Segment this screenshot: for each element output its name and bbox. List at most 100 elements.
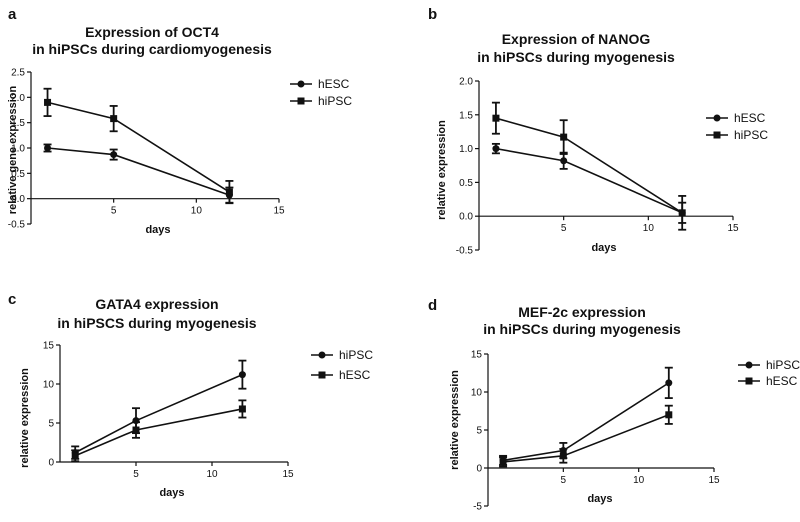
x-tick-label: 5 [561, 475, 567, 486]
panel-label-c: c [8, 291, 16, 308]
legend-item: hiPSC [311, 348, 373, 362]
legend: hESC hiPSC [290, 77, 352, 108]
y-tick-label: -0.5 [8, 220, 26, 231]
legend-item: hiPSC [738, 358, 800, 372]
panel-d: d MEF-2c expression in hiPSCs during myo… [428, 297, 800, 513]
series-hESC [491, 142, 687, 224]
y-tick-label: 1.0 [11, 144, 25, 155]
x-tick-label: 10 [191, 206, 203, 217]
x-tick-label: 10 [643, 223, 655, 234]
y-tick-label: -5 [473, 502, 482, 513]
circle-marker [713, 114, 721, 122]
legend-label: hiPSC [318, 94, 352, 108]
legend-item: hESC [738, 374, 798, 388]
chart-title-line2: in hiPSCs during cardiomyogenesis [32, 41, 272, 57]
y-tick-label: 0.0 [459, 212, 473, 223]
x-axis-label: days [145, 224, 170, 236]
y-tick-label: 1.5 [11, 118, 25, 129]
legend-label: hiPSC [766, 358, 800, 372]
x-tick-label: 5 [111, 206, 117, 217]
x-tick-label: 15 [273, 206, 285, 217]
circle-marker [44, 144, 52, 152]
panel-label-a: a [8, 6, 17, 23]
plot-area: -0.5 0.0 0.5 1.0 1.5 2.0 5 10 15 [456, 77, 739, 257]
series-hiPSC [491, 101, 687, 231]
square-marker [492, 114, 500, 122]
series-line [47, 101, 230, 193]
x-tick-label: 10 [206, 469, 218, 480]
y-tick-label: 0.5 [459, 178, 473, 189]
panel-b: b Expression of NANOG in hiPSCs during m… [428, 6, 768, 257]
legend: hESC hiPSC [706, 111, 768, 142]
square-marker [559, 452, 567, 460]
legend-label: hESC [318, 77, 350, 91]
x-tick-label: 15 [708, 475, 720, 486]
series-line [47, 147, 230, 196]
plot-area: 0 5 10 15 5 10 15 [43, 341, 294, 481]
legend-label: hiPSC [339, 348, 373, 362]
circle-marker [665, 379, 673, 387]
series-line [502, 382, 670, 462]
chart-title-line2: in hiPSCs during myogenesis [477, 49, 675, 65]
chart-title-line1: MEF-2c expression [518, 304, 646, 320]
x-axis-label: days [587, 493, 612, 505]
series-hESC [499, 404, 673, 468]
y-tick-label: 0.0 [11, 194, 25, 205]
square-marker [225, 188, 233, 196]
legend-item: hiPSC [706, 128, 768, 142]
circle-marker [745, 361, 753, 369]
square-marker [110, 115, 118, 123]
legend-item: hESC [290, 77, 350, 91]
x-tick-label: 15 [282, 469, 294, 480]
square-marker [318, 371, 326, 379]
y-tick-label: -0.5 [456, 246, 474, 257]
y-axis-label: relative expression [449, 370, 461, 470]
chart-title-line1: Expression of NANOG [502, 31, 651, 47]
circle-marker [318, 351, 326, 359]
y-axis-label: relative gene expression [7, 86, 19, 215]
y-tick-label: 0 [48, 458, 54, 469]
y-tick-label: 15 [43, 341, 55, 352]
y-tick-label: 10 [471, 388, 483, 399]
legend: hiPSC hESC [311, 348, 373, 382]
circle-marker [238, 371, 246, 379]
series-line [495, 147, 683, 214]
series-hiPSC [43, 87, 234, 205]
circle-marker [297, 80, 305, 88]
series-hESC [71, 399, 247, 463]
y-axis-label: relative expression [436, 120, 448, 220]
series-hESC [43, 143, 234, 204]
series-line [502, 414, 670, 463]
x-tick-label: 5 [561, 223, 567, 234]
y-tick-label: 5 [476, 426, 482, 437]
square-marker [678, 209, 686, 217]
series-hiPSC [499, 366, 673, 466]
panel-c: c GATA4 expression in hiPSCS during myog… [8, 291, 373, 499]
square-marker [44, 98, 52, 106]
series-line [74, 408, 243, 457]
chart-title-line1: GATA4 expression [95, 296, 218, 312]
square-marker [238, 405, 246, 413]
y-tick-label: 0 [476, 464, 482, 475]
legend: hiPSC hESC [738, 358, 800, 388]
chart-title-line2: in hiPSCs during myogenesis [483, 321, 681, 337]
legend-item: hESC [311, 368, 371, 382]
y-tick-label: 2.0 [11, 93, 25, 104]
panel-a: a Expression of OCT4 in hiPSCs during ca… [7, 6, 352, 236]
panel-label-b: b [428, 6, 437, 23]
y-tick-label: 2.5 [11, 68, 25, 79]
square-marker [297, 97, 305, 105]
square-marker [499, 458, 507, 466]
legend-item: hESC [706, 111, 766, 125]
y-tick-label: 2.0 [459, 77, 473, 88]
y-tick-label: 1.0 [459, 144, 473, 155]
square-marker [560, 133, 568, 141]
legend-label: hiPSC [734, 128, 768, 142]
x-tick-label: 10 [633, 475, 645, 486]
circle-marker [492, 145, 500, 153]
legend-label: hESC [766, 374, 798, 388]
square-marker [713, 131, 721, 139]
y-tick-label: 1.5 [459, 110, 473, 121]
y-tick-label: 0.5 [11, 169, 25, 180]
